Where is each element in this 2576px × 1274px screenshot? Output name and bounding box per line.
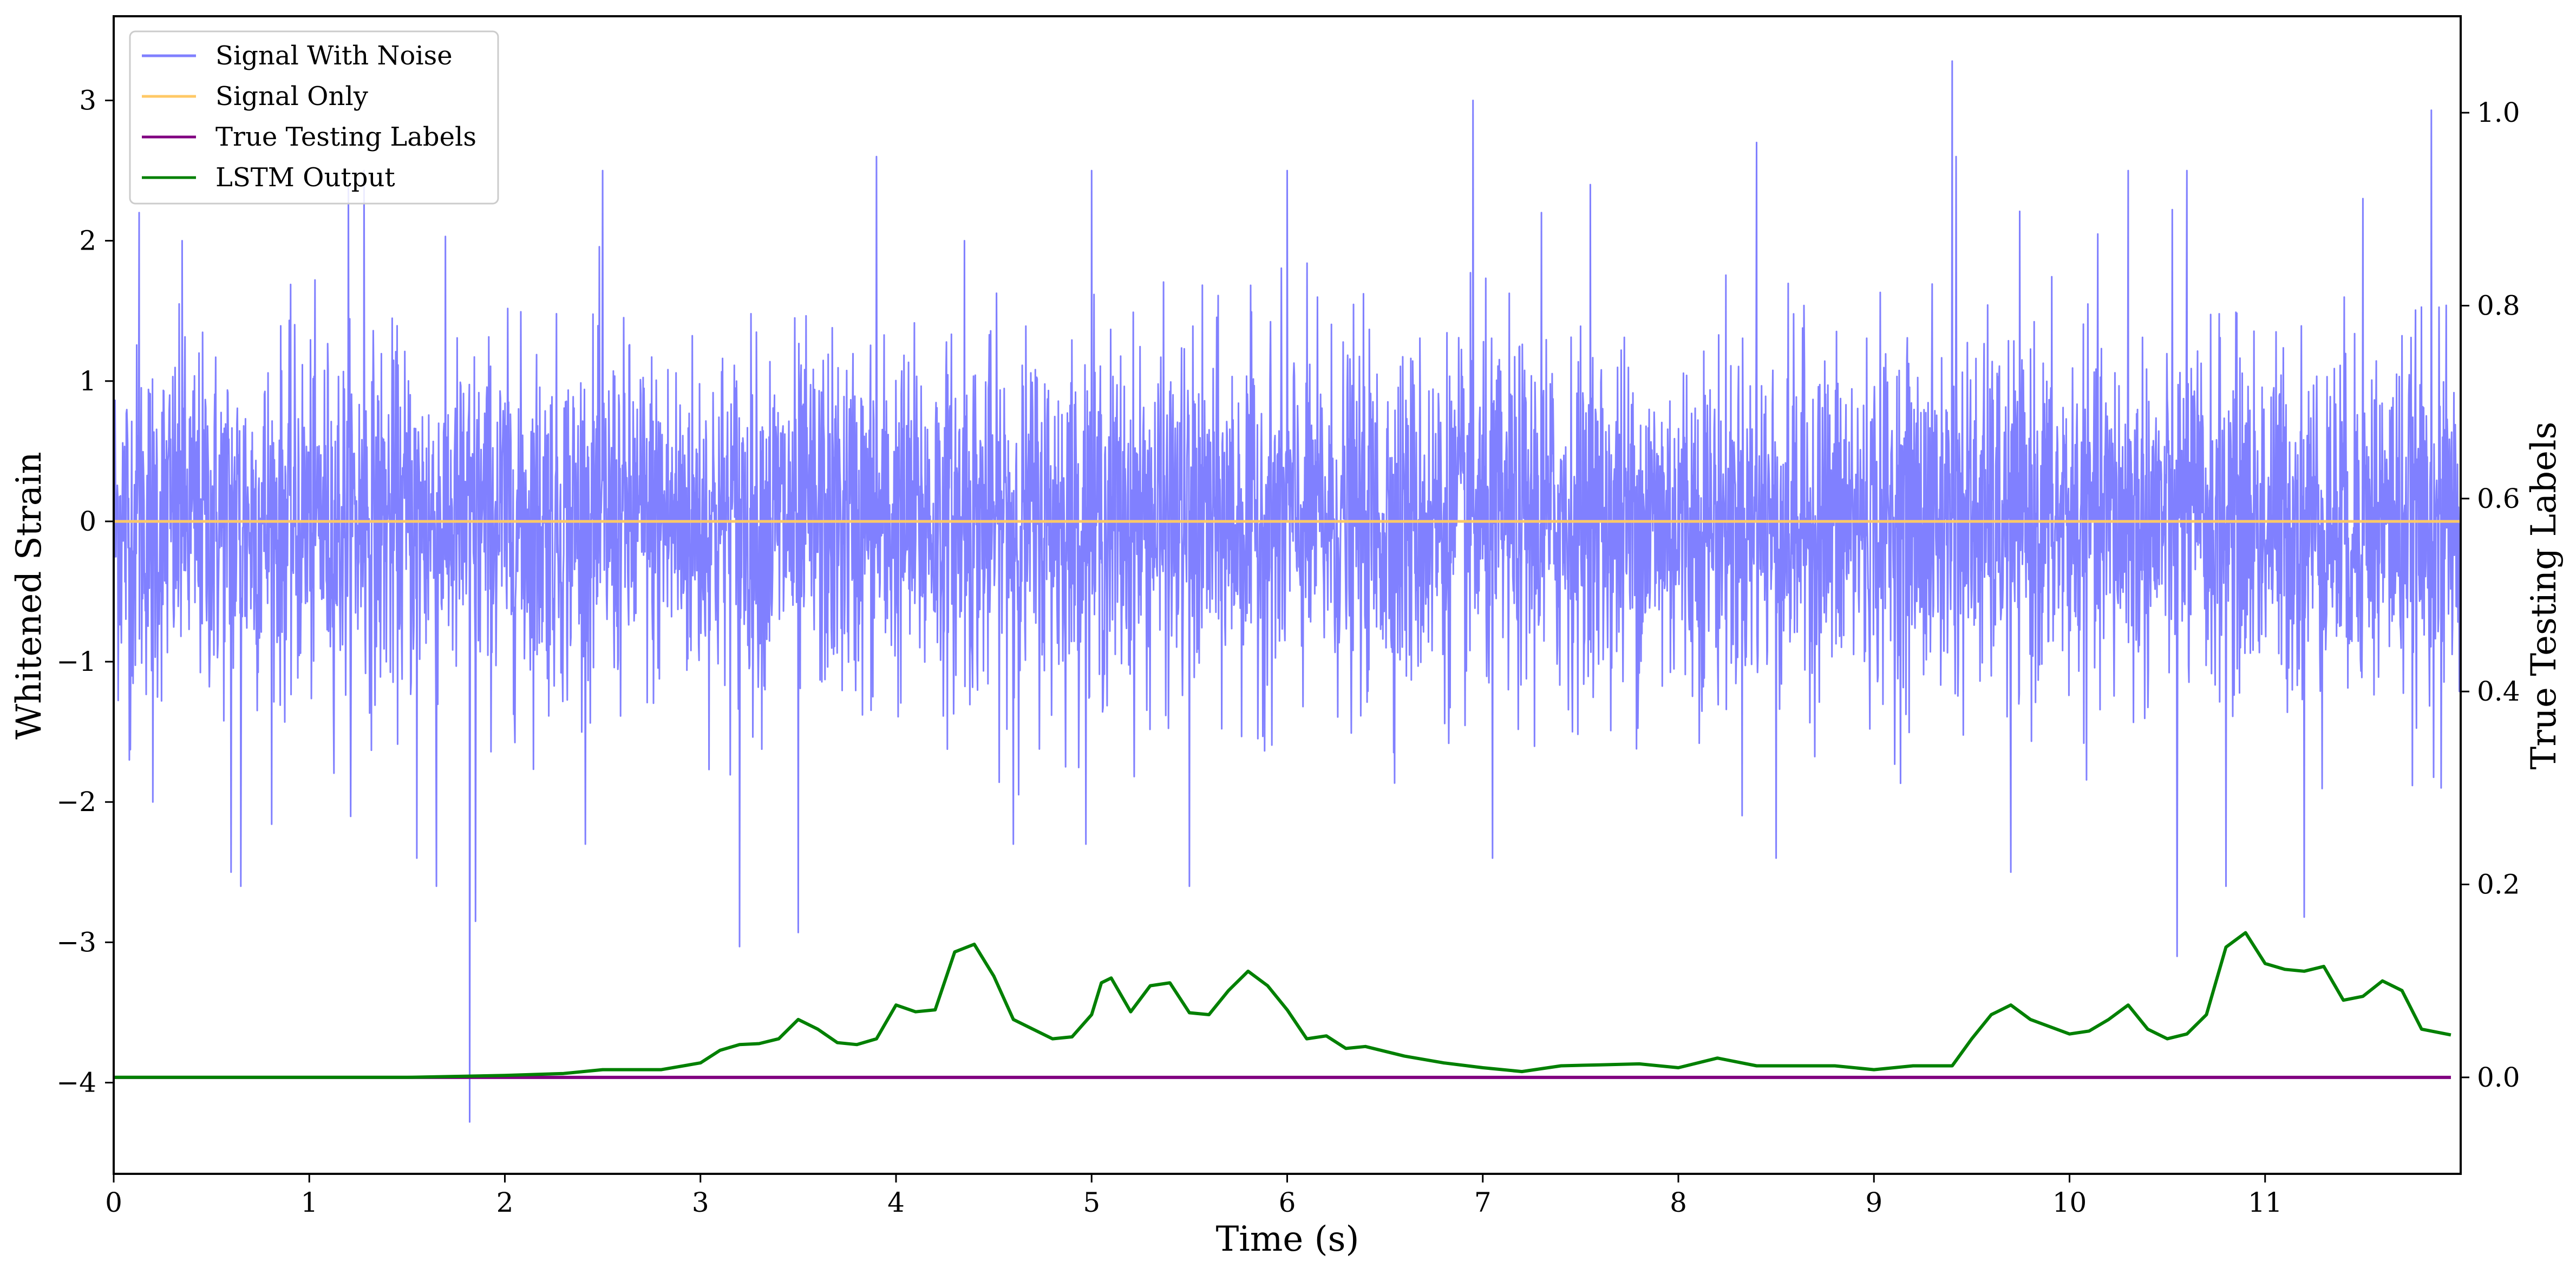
legend-entry-signal-only: Signal Only bbox=[142, 81, 368, 112]
y-axis-left-label: Whitened Strain bbox=[9, 452, 49, 739]
x-tick-label: 11 bbox=[2248, 1187, 2283, 1218]
legend-label: Signal With Noise bbox=[215, 41, 453, 71]
y-right-tick-label: 0.6 bbox=[2477, 483, 2520, 514]
x-tick-label: 5 bbox=[1083, 1187, 1100, 1218]
x-tick-label: 4 bbox=[887, 1187, 905, 1218]
legend-entry-true-testing-labels: True Testing Labels bbox=[142, 122, 476, 152]
x-tick-label: 7 bbox=[1474, 1187, 1492, 1218]
y-right-tick-label: 0.0 bbox=[2477, 1062, 2520, 1093]
x-tick-label: 10 bbox=[2052, 1187, 2087, 1218]
legend-label: True Testing Labels bbox=[215, 122, 476, 152]
plot-series-layer bbox=[114, 60, 2461, 1123]
y-left-tick-label: 3 bbox=[79, 84, 96, 116]
y-left-tick-label: 1 bbox=[79, 365, 96, 397]
legend: Signal With Noise Signal Only True Testi… bbox=[129, 30, 499, 205]
legend-label: Signal Only bbox=[215, 81, 368, 112]
y-right-tick-label: 1.0 bbox=[2477, 97, 2520, 128]
y-axis-left: −4 −3 −2 −1 0 1 2 3 bbox=[56, 84, 114, 1099]
y-right-tick-label: 0.8 bbox=[2477, 290, 2520, 322]
series-signal-with-noise bbox=[114, 60, 2461, 1123]
x-tick-label: 8 bbox=[1670, 1187, 1687, 1218]
y-right-tick-label: 0.2 bbox=[2477, 869, 2520, 900]
y-left-tick-label: −1 bbox=[56, 646, 96, 677]
y-left-tick-label: −2 bbox=[56, 786, 96, 818]
x-tick-label: 0 bbox=[105, 1187, 122, 1218]
legend-entry-signal-with-noise: Signal With Noise bbox=[142, 41, 453, 71]
x-tick-label: 3 bbox=[692, 1187, 709, 1218]
x-axis-label: Time (s) bbox=[1216, 1219, 1359, 1259]
x-axis: 0 1 2 3 4 5 6 7 8 9 10 11 bbox=[105, 1174, 2283, 1218]
y-right-tick-label: 0.4 bbox=[2477, 676, 2520, 707]
legend-box bbox=[129, 30, 499, 205]
x-tick-label: 6 bbox=[1279, 1187, 1296, 1218]
legend-label: LSTM Output bbox=[215, 162, 395, 193]
y-left-tick-label: −4 bbox=[56, 1067, 96, 1099]
series-lstm-output bbox=[114, 931, 2451, 1079]
y-left-tick-label: 2 bbox=[79, 225, 96, 257]
y-left-tick-label: −3 bbox=[56, 926, 96, 958]
x-tick-label: 2 bbox=[496, 1187, 514, 1218]
legend-entry-lstm-output: LSTM Output bbox=[142, 162, 395, 193]
x-tick-label: 1 bbox=[300, 1187, 318, 1218]
y-axis-right-label: True Testing Labels bbox=[2524, 422, 2564, 770]
y-axis-right: 0.0 0.2 0.4 0.6 0.8 1.0 bbox=[2461, 97, 2520, 1093]
y-left-tick-label: 0 bbox=[79, 506, 96, 537]
x-tick-label: 9 bbox=[1865, 1187, 1882, 1218]
